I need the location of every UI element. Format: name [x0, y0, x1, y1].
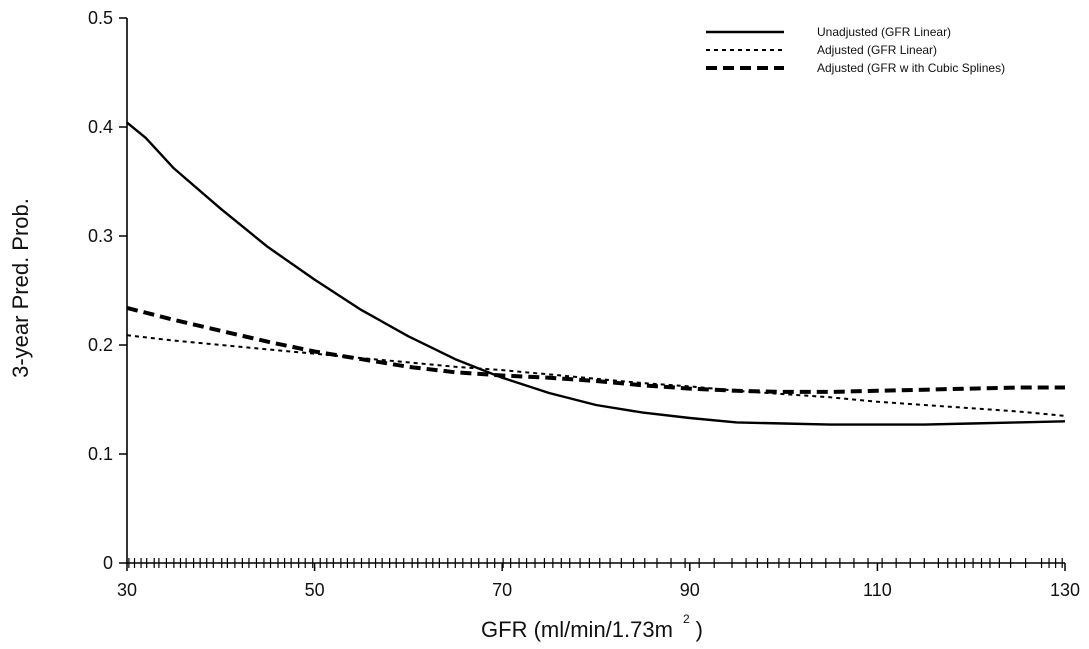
- y-tick-label: 0.3: [88, 226, 113, 246]
- x-tick-label: 70: [492, 580, 512, 600]
- legend: Unadjusted (GFR Linear) Adjusted (GFR Lin…: [706, 25, 1005, 75]
- series-group: [126, 121, 1066, 426]
- series-line-2: [126, 334, 1066, 417]
- legend-label: Adjusted (GFR Linear): [817, 43, 937, 57]
- x-tick-label: 50: [305, 580, 325, 600]
- series-line-1: [126, 121, 1066, 426]
- x-tick-label: 30: [117, 580, 137, 600]
- x-axis-title-close: ): [696, 617, 703, 642]
- x-tick-label: 110: [863, 580, 892, 600]
- x-axis-title-main: GFR (ml/min/1.73m: [481, 617, 673, 642]
- x-tick-label: 130: [1050, 580, 1080, 600]
- y-tick-label: 0.2: [88, 335, 113, 355]
- series-line-3: [126, 305, 1065, 394]
- x-axis-title-superscript: 2: [683, 612, 690, 626]
- y-tick-label: 0.1: [88, 444, 113, 464]
- y-tick-label: 0.5: [88, 8, 113, 28]
- y-axis-title: 3-year Pred. Prob.: [8, 198, 33, 378]
- x-tick-label: 90: [680, 580, 700, 600]
- x-axis-title: GFR (ml/min/1.73m 2): [481, 612, 703, 642]
- axes: 0 0.1 0.2 0.3 0.4 0.5 30 50 70 90 110 130: [88, 8, 1080, 600]
- y-tick-label: 0.4: [88, 117, 113, 137]
- legend-label: Unadjusted (GFR Linear): [817, 25, 951, 39]
- y-tick-label: 0: [103, 553, 113, 573]
- legend-label: Adjusted (GFR w ith Cubic Splines): [817, 61, 1005, 75]
